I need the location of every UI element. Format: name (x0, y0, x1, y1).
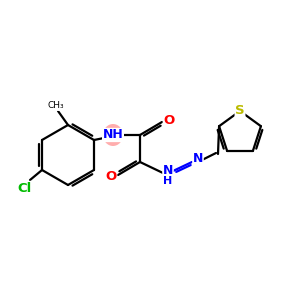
Text: S: S (235, 104, 245, 118)
Text: CH₃: CH₃ (48, 101, 64, 110)
Ellipse shape (103, 124, 123, 146)
Text: O: O (105, 169, 117, 182)
Text: Cl: Cl (17, 182, 31, 194)
Text: N: N (163, 164, 173, 178)
Text: N: N (193, 152, 203, 166)
Text: O: O (164, 115, 175, 128)
Text: H: H (164, 176, 172, 186)
Text: NH: NH (103, 128, 123, 142)
